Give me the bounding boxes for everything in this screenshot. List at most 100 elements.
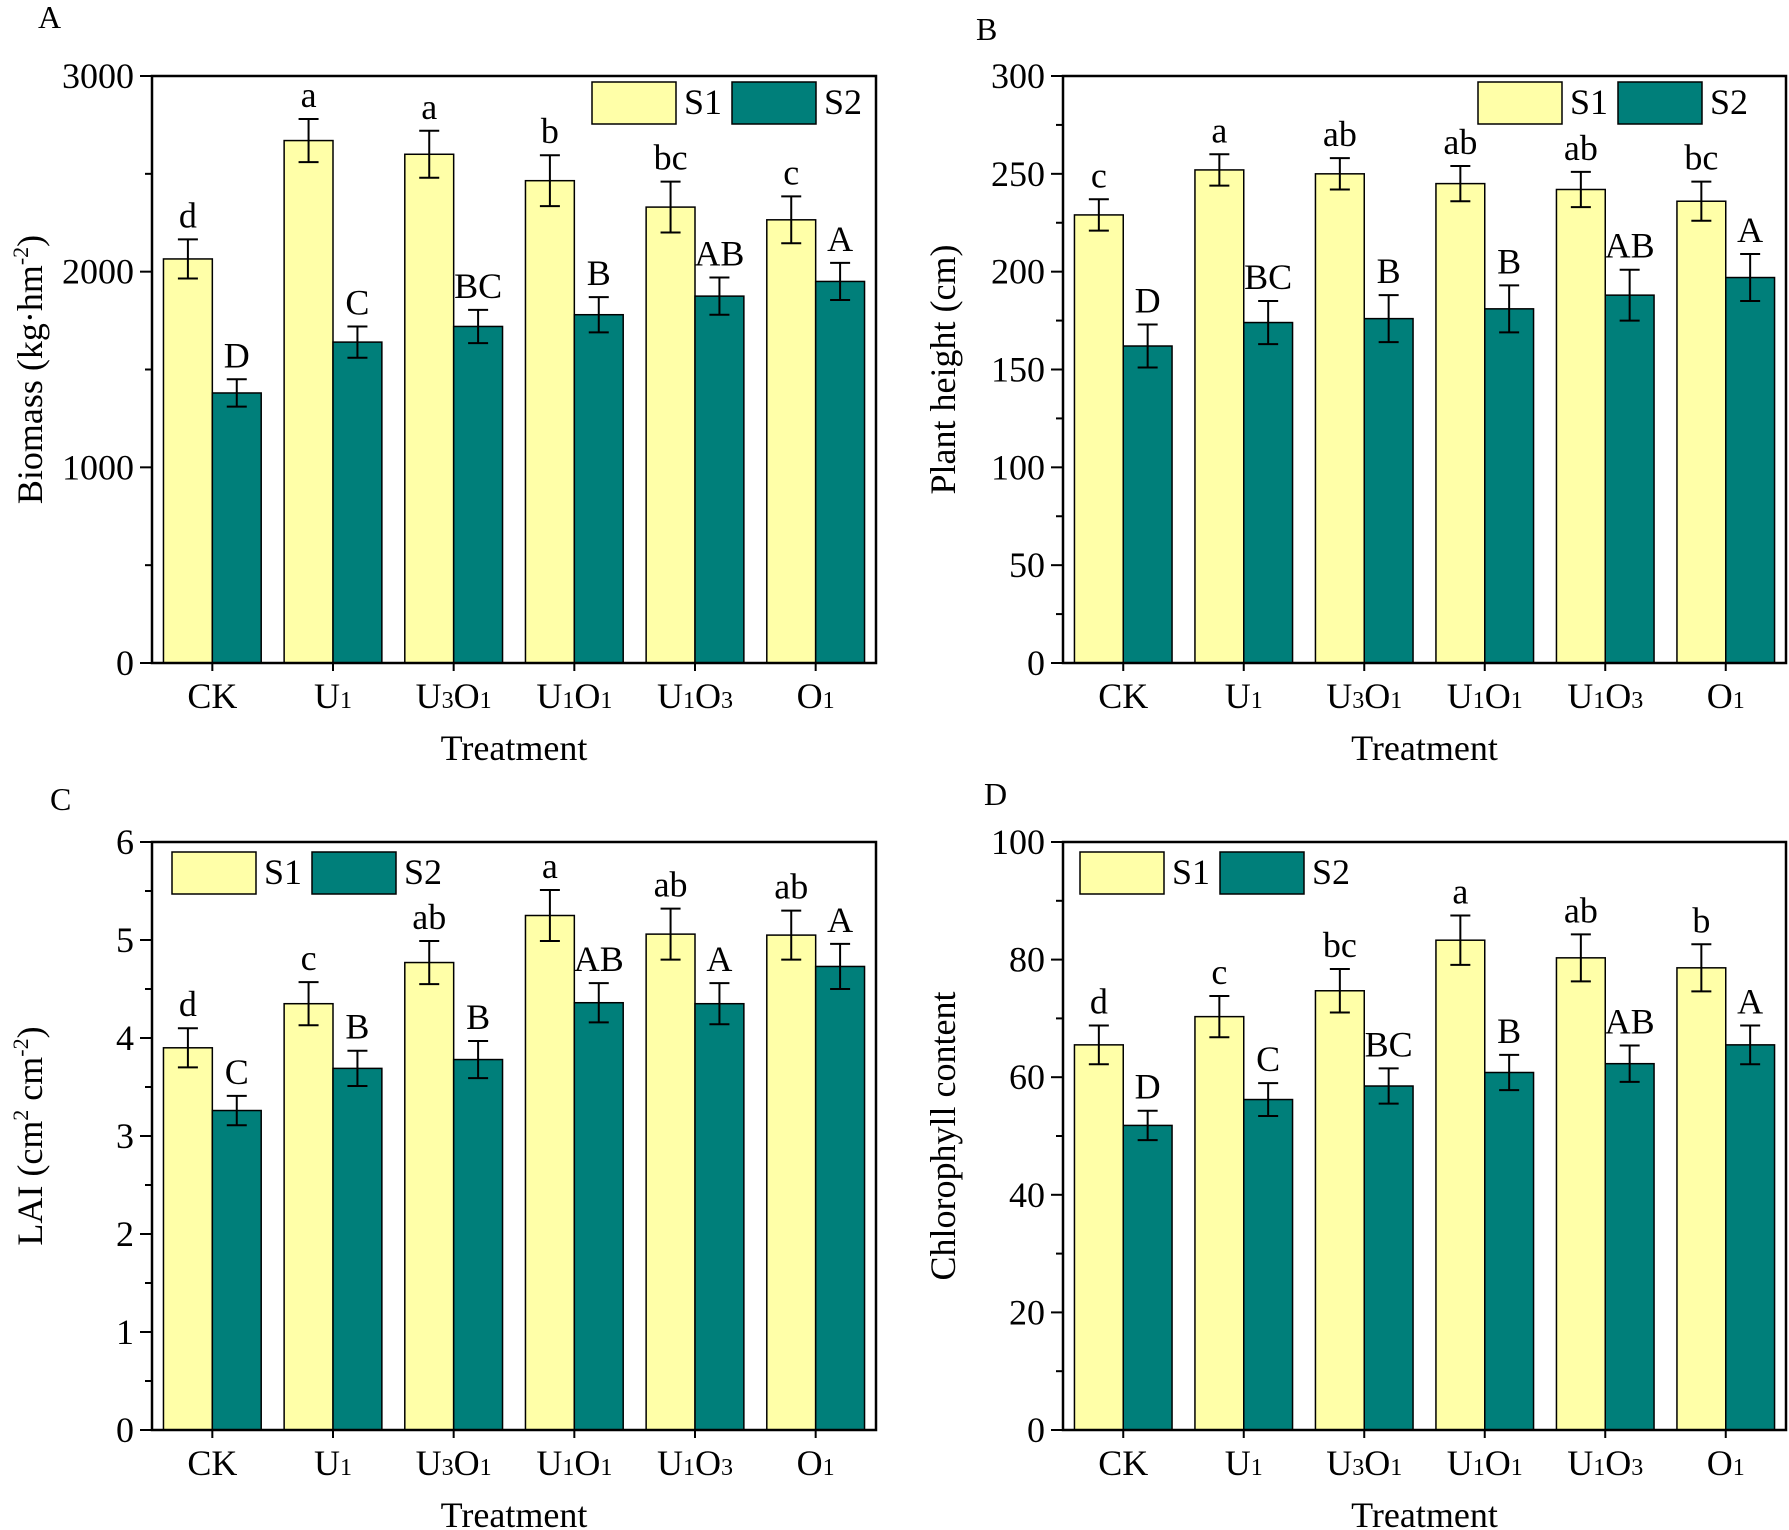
significance-letter: C bbox=[1256, 1039, 1280, 1079]
significance-letter: AB bbox=[1605, 1001, 1655, 1041]
bar-s2 bbox=[694, 1002, 745, 1431]
significance-letter: a bbox=[542, 846, 558, 886]
bar-s1 bbox=[766, 219, 817, 664]
significance-letter: D bbox=[1135, 280, 1161, 320]
significance-letter: B bbox=[587, 253, 611, 293]
legend: S1 S2 bbox=[171, 851, 442, 895]
significance-letter: a bbox=[1211, 110, 1227, 150]
significance-letter: b bbox=[1692, 900, 1710, 940]
legend-swatch-s1 bbox=[1477, 81, 1563, 125]
bar-s1 bbox=[1073, 214, 1125, 664]
significance-letter: B bbox=[466, 997, 490, 1037]
y-tick-label: 100 bbox=[991, 822, 1045, 862]
bar-s2 bbox=[332, 341, 383, 664]
bar-s2 bbox=[573, 313, 624, 664]
y-tick-label: 250 bbox=[991, 154, 1045, 194]
significance-letter: bc bbox=[654, 138, 688, 178]
x-tick-label: U3O1 bbox=[416, 676, 492, 716]
significance-letter: A bbox=[1737, 210, 1763, 250]
x-tick-label: U1 bbox=[314, 676, 352, 716]
significance-letter: ab bbox=[1323, 114, 1357, 154]
significance-letter: B bbox=[1497, 1011, 1521, 1051]
x-tick-label: U1 bbox=[1225, 1443, 1263, 1483]
x-tick-label: U1 bbox=[1225, 676, 1263, 716]
significance-letter: BC bbox=[1244, 257, 1292, 297]
bar-s1 bbox=[162, 258, 214, 664]
legend-swatch-s2 bbox=[311, 851, 397, 895]
bar-s1 bbox=[404, 961, 455, 1431]
x-axis-label: Treatment bbox=[441, 728, 588, 768]
bar-s2 bbox=[1725, 276, 1776, 664]
y-tick-label: 1000 bbox=[62, 447, 134, 487]
y-tick-label: 80 bbox=[1009, 940, 1045, 980]
y-tick-label: 0 bbox=[1027, 1410, 1045, 1450]
y-tick-label: 2000 bbox=[62, 252, 134, 292]
y-tick-label: 3000 bbox=[62, 56, 134, 96]
legend-swatch-s2 bbox=[731, 81, 817, 125]
x-tick-label: CK bbox=[187, 1443, 237, 1483]
significance-letter: bc bbox=[1684, 138, 1718, 178]
legend-label-s2: S2 bbox=[824, 82, 862, 122]
x-tick-label: U1O3 bbox=[1567, 676, 1643, 716]
y-tick-label: 0 bbox=[116, 1410, 134, 1450]
significance-letter: C bbox=[345, 282, 369, 322]
x-tick-label: U1O1 bbox=[536, 676, 612, 716]
panel-label: B bbox=[976, 11, 997, 47]
bar-s1 bbox=[1676, 967, 1727, 1431]
significance-letter: ab bbox=[412, 897, 446, 937]
x-tick-label: O1 bbox=[797, 676, 835, 716]
significance-letter: D bbox=[224, 335, 250, 375]
significance-letter: B bbox=[345, 1007, 369, 1047]
legend: S1 S2 bbox=[1079, 851, 1350, 895]
x-tick-label: U3O1 bbox=[1326, 676, 1402, 716]
bar-s2 bbox=[1484, 1071, 1535, 1431]
bar-s1 bbox=[1555, 188, 1607, 664]
bar-s1 bbox=[404, 153, 455, 664]
legend-label-s2: S2 bbox=[404, 852, 442, 892]
significance-letter: C bbox=[225, 1052, 249, 1092]
bar-s1 bbox=[645, 933, 696, 1431]
y-tick-label: 50 bbox=[1009, 545, 1045, 585]
legend-label-s1: S1 bbox=[684, 82, 722, 122]
bar-s1 bbox=[1194, 1015, 1245, 1431]
significance-letter: D bbox=[1135, 1067, 1161, 1107]
significance-letter: c bbox=[1211, 952, 1227, 992]
x-axis-label: Treatment bbox=[1351, 1495, 1498, 1530]
bar-s2 bbox=[1122, 345, 1173, 664]
significance-letter: d bbox=[1090, 981, 1108, 1021]
significance-letter: ab bbox=[1443, 122, 1477, 162]
y-axis-label: LAI (cm2 cm-2) bbox=[8, 1026, 50, 1245]
panel-b-plant-height: Bc D CK a BC U1 ab B U3O1 ab B U1O1 ab AB U1O3 bc A O1 0 50… bbox=[923, 11, 1788, 768]
bar-s2 bbox=[211, 392, 262, 664]
x-tick-label: U1O3 bbox=[1567, 1443, 1643, 1483]
y-axis-label: Biomass (kg·hm-2) bbox=[8, 235, 50, 504]
bar-s1 bbox=[1073, 1044, 1125, 1431]
y-tick-label: 3 bbox=[116, 1116, 134, 1156]
x-tick-label: CK bbox=[1098, 1443, 1148, 1483]
bar-s2 bbox=[694, 295, 745, 664]
significance-letter: bc bbox=[1323, 925, 1357, 965]
significance-letter: ab bbox=[1564, 128, 1598, 168]
x-tick-label: U1O1 bbox=[1447, 676, 1523, 716]
bar-s2 bbox=[1725, 1044, 1776, 1431]
y-tick-label: 100 bbox=[991, 447, 1045, 487]
x-axis-label: Treatment bbox=[441, 1495, 588, 1530]
significance-letter: ab bbox=[774, 867, 808, 907]
y-axis-label: Chlorophyll content bbox=[923, 992, 963, 1281]
bar-s1 bbox=[1676, 200, 1727, 664]
legend-swatch-s2 bbox=[1617, 81, 1703, 125]
significance-letter: B bbox=[1497, 241, 1521, 281]
bar-s2 bbox=[1122, 1124, 1173, 1431]
bar-s2 bbox=[211, 1109, 262, 1431]
legend: S1 S2 bbox=[1477, 81, 1748, 125]
significance-letter: BC bbox=[454, 266, 502, 306]
bar-s2 bbox=[814, 965, 866, 1431]
legend-label-s2: S2 bbox=[1710, 82, 1748, 122]
legend: S1 S2 bbox=[591, 81, 862, 125]
significance-letter: d bbox=[179, 195, 197, 235]
x-tick-label: CK bbox=[1098, 676, 1148, 716]
legend-label-s1: S1 bbox=[1172, 852, 1210, 892]
bar-s1 bbox=[1314, 990, 1366, 1431]
y-tick-label: 40 bbox=[1009, 1175, 1045, 1215]
